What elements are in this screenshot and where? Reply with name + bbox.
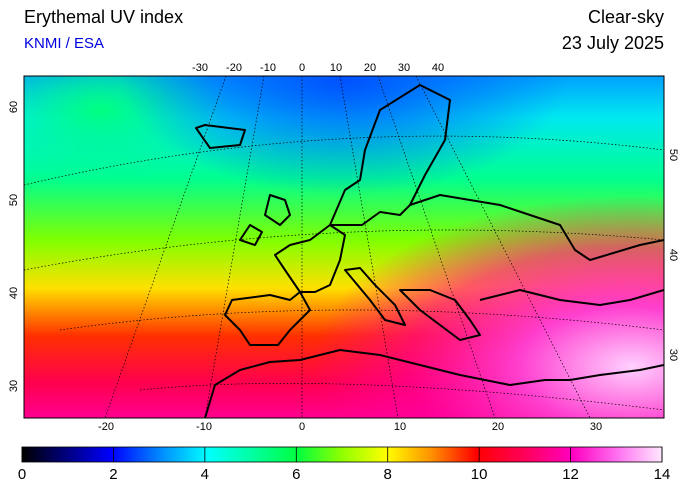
colorbar-tick-label: 6 — [292, 466, 300, 483]
lon-label: 10 — [394, 421, 406, 433]
title: Erythemal UV index — [24, 7, 183, 27]
lat-label: 40 — [667, 249, 679, 261]
lon-label: 0 — [299, 421, 305, 433]
colorbar-tick-label: 12 — [562, 466, 579, 483]
lon-label: -30 — [192, 62, 208, 74]
lon-label: 40 — [432, 62, 444, 74]
lat-label: 60 — [8, 101, 20, 113]
lon-label: -10 — [260, 62, 276, 74]
colorbar-tick-label: 14 — [654, 466, 671, 483]
source: KNMI / ESA — [24, 35, 104, 52]
coastlines — [195, 84, 664, 418]
date: 23 July 2025 — [562, 33, 664, 53]
lon-label: 20 — [364, 62, 376, 74]
colorbar-tick-label: 10 — [471, 466, 488, 483]
lon-label: -10 — [196, 421, 212, 433]
lon-label: 0 — [299, 62, 305, 74]
lon-label: 20 — [492, 421, 504, 433]
colorbar-tick-label: 4 — [201, 466, 209, 483]
lon-label: -20 — [98, 421, 114, 433]
lon-label: 30 — [398, 62, 410, 74]
lat-label: 50 — [667, 149, 679, 161]
lon-label: 30 — [590, 421, 602, 433]
uv-field — [24, 76, 664, 418]
lat-label: 50 — [8, 194, 20, 206]
lat-label: 40 — [8, 287, 20, 299]
colorbar-tick-label: 8 — [384, 466, 392, 483]
lat-label: 30 — [667, 349, 679, 361]
lon-label: -20 — [226, 62, 242, 74]
colorbar — [21, 446, 663, 463]
colorbar-tick-label: 2 — [109, 466, 117, 483]
lon-label: 10 — [330, 62, 342, 74]
colorbar-tick-label: 0 — [18, 466, 26, 483]
condition: Clear-sky — [588, 7, 664, 27]
lat-label: 30 — [8, 380, 20, 392]
map-field — [24, 76, 664, 418]
map-frame — [23, 75, 665, 419]
